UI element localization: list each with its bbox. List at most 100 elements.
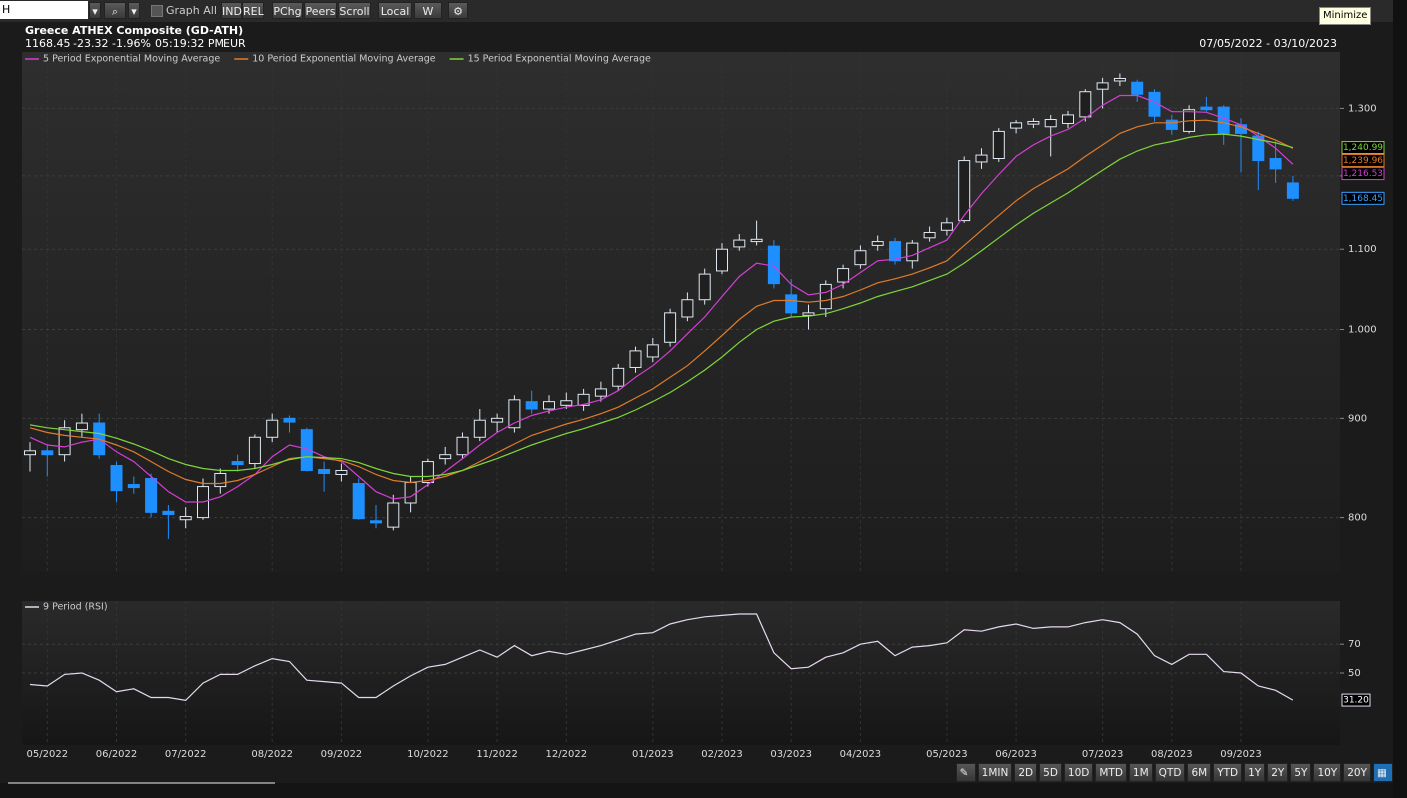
- draw-tool-button[interactable]: ✎: [955, 763, 976, 782]
- value-tag-box: [1341, 191, 1385, 205]
- x-tick-label: 12/2022: [546, 749, 588, 760]
- settings-button[interactable]: ⚙: [448, 2, 468, 19]
- candle-body: [975, 154, 988, 163]
- candle-body: [145, 477, 158, 513]
- range-button[interactable]: 2Y: [1267, 763, 1289, 782]
- toolbar-button[interactable]: Scroll: [338, 2, 371, 19]
- x-tick-label: 02/2023: [701, 749, 743, 760]
- candle-body: [473, 419, 486, 438]
- checkbox[interactable]: [151, 5, 163, 17]
- status-bar: [0, 783, 1393, 798]
- candle-body: [508, 399, 521, 429]
- x-tick-label: 01/2023: [632, 749, 674, 760]
- toolbar-button[interactable]: Local: [378, 2, 412, 19]
- candle-body: [231, 461, 244, 466]
- candle-body: [681, 299, 694, 318]
- candle-body: [871, 241, 884, 246]
- candle-body: [992, 130, 1005, 159]
- candle-body: [837, 268, 850, 283]
- candle-body: [1165, 119, 1178, 130]
- candle-body: [370, 520, 382, 524]
- range-button[interactable]: YTD: [1213, 763, 1243, 782]
- ema-line: [29, 94, 1294, 503]
- x-tick-label: 09/2022: [321, 749, 363, 760]
- date-range: 07/05/2022 - 03/10/2023: [1199, 37, 1337, 50]
- candle-body: [352, 483, 365, 520]
- candle-body: [1027, 120, 1040, 125]
- candle-body: [387, 502, 400, 528]
- graph-all-label[interactable]: Graph All: [166, 4, 217, 17]
- y-tick-label: 50: [1348, 668, 1361, 679]
- y-tick-label: 1.100: [1348, 244, 1377, 255]
- value-tag-box: [1341, 693, 1371, 707]
- search-input[interactable]: H: [0, 1, 88, 19]
- toolbar-button[interactable]: W: [414, 2, 442, 19]
- candle-body: [1044, 119, 1057, 128]
- toolbar-button[interactable]: PChg: [272, 2, 303, 19]
- toolbar-button[interactable]: IND: [221, 2, 242, 19]
- x-tick-label: 07/2023: [1082, 749, 1124, 760]
- candle-body: [802, 312, 815, 316]
- quote-currency: EUR: [223, 37, 246, 50]
- candle-body: [1148, 91, 1161, 117]
- range-button[interactable]: 1M: [1128, 763, 1153, 782]
- range-button[interactable]: 10D: [1063, 763, 1094, 782]
- range-button[interactable]: 20Y: [1343, 763, 1371, 782]
- tooltip: Minimize: [1319, 7, 1372, 25]
- candle-body: [889, 241, 901, 262]
- toolbar-button[interactable]: Peers: [304, 2, 337, 19]
- candle-body: [1286, 182, 1299, 199]
- candle-body: [75, 422, 88, 431]
- dropdown[interactable]: ▾: [89, 2, 101, 19]
- candle-body: [248, 436, 261, 465]
- candle-body: [24, 450, 36, 456]
- value-tag-box: [1341, 141, 1385, 155]
- candle-body: [854, 250, 867, 266]
- candle-body: [214, 472, 227, 488]
- range-button[interactable]: 5D: [1039, 763, 1062, 782]
- value-tag: 1,240.99: [1343, 143, 1383, 153]
- candle-body: [58, 427, 71, 456]
- candle-body: [179, 516, 192, 521]
- legend-label: 9 Period (RSI): [43, 602, 108, 613]
- range-button[interactable]: 10Y: [1313, 763, 1342, 782]
- y-tick-label: 70: [1348, 639, 1361, 650]
- calendar-button[interactable]: ▦: [1373, 763, 1393, 782]
- ema-line: [29, 133, 1294, 478]
- candle-body: [266, 419, 279, 438]
- candle-body: [525, 401, 538, 410]
- candle-body: [1200, 106, 1213, 111]
- range-button[interactable]: QTD: [1154, 763, 1186, 782]
- y-tick-label: 900: [1348, 413, 1367, 424]
- candle-body: [612, 367, 625, 387]
- candle-body: [127, 484, 140, 489]
- x-tick-label: 06/2022: [96, 749, 138, 760]
- legend-label: 15 Period Exponential Moving Average: [468, 54, 651, 65]
- range-button[interactable]: 6M: [1187, 763, 1212, 782]
- dropdown[interactable]: ▾: [128, 2, 140, 19]
- value-tag-box: [1341, 167, 1385, 181]
- range-button[interactable]: 1Y: [1244, 763, 1266, 782]
- candle-body: [404, 482, 417, 504]
- candle-body: [750, 238, 763, 243]
- range-button[interactable]: MTD: [1095, 763, 1127, 782]
- line: [29, 613, 1294, 702]
- range-buttons: ✎ 1MIN 2D 5D 10D MTD 1M QTD 6M YTD 1Y 2Y 5Y 10Y 20Y ▦: [955, 763, 1393, 782]
- candle-body: [698, 273, 711, 301]
- candle-body: [664, 312, 677, 343]
- search-button[interactable]: ⌕: [104, 2, 126, 19]
- range-button[interactable]: 1MIN: [977, 763, 1013, 782]
- candle-body: [1079, 91, 1092, 118]
- y-tick-label: 800: [1348, 513, 1367, 524]
- range-button[interactable]: 5Y: [1290, 763, 1312, 782]
- candle-body: [1096, 82, 1109, 90]
- y-tick-label: 1.000: [1348, 325, 1377, 336]
- candle-body: [1062, 114, 1074, 124]
- candle-body: [300, 429, 313, 471]
- range-button[interactable]: 2D: [1014, 763, 1038, 782]
- toolbar-button[interactable]: REL: [242, 2, 264, 19]
- rsi-panel: [22, 601, 1340, 745]
- x-tick-label: 08/2022: [251, 749, 293, 760]
